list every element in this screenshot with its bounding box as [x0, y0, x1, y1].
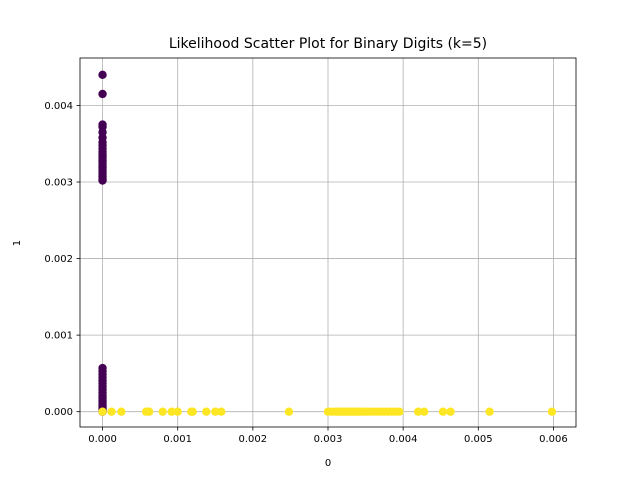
- y-tick-label: 0.003: [44, 178, 73, 189]
- data-point: [188, 407, 197, 416]
- x-tick-label: 0.006: [539, 434, 568, 445]
- x-tick-label: 0.004: [389, 434, 418, 445]
- data-point: [211, 407, 220, 416]
- x-axis-ticks: 0.000 0.001 0.002 0.003 0.004 0.005 0.006: [88, 427, 568, 445]
- data-point: [284, 407, 294, 416]
- y-tick-label: 0.002: [44, 254, 73, 265]
- data-point: [98, 89, 107, 99]
- data-point: [144, 407, 154, 416]
- data-point: [107, 407, 116, 416]
- data-point: [413, 407, 423, 416]
- x-tick-label: 0.003: [314, 434, 343, 445]
- x-tick-label: 0.001: [163, 434, 192, 445]
- y-axis-label: 1: [12, 240, 23, 246]
- data-point: [167, 407, 176, 416]
- y-tick-label: 0.001: [44, 331, 73, 342]
- data-point: [98, 70, 107, 80]
- y-tick-label: 0.004: [44, 101, 73, 112]
- data-point: [217, 407, 226, 416]
- series-0: [98, 70, 107, 416]
- data-point: [98, 176, 107, 185]
- series-1: [98, 407, 557, 416]
- x-axis-label: 0: [325, 458, 331, 469]
- data-point: [173, 407, 182, 416]
- chart-title: Likelihood Scatter Plot for Binary Digit…: [169, 36, 487, 52]
- data-point: [117, 407, 126, 416]
- data-point: [395, 407, 404, 416]
- x-tick-label: 0.002: [239, 434, 268, 445]
- data-point: [485, 407, 494, 416]
- data-point: [419, 407, 429, 416]
- data-point: [438, 407, 448, 416]
- data-point: [202, 407, 211, 416]
- data-points: [98, 70, 557, 416]
- y-axis-ticks: 0.000 0.001 0.002 0.003 0.004: [44, 101, 80, 418]
- data-point: [158, 407, 167, 416]
- data-point: [547, 407, 557, 416]
- y-tick-label: 0.000: [44, 407, 73, 418]
- data-point: [446, 407, 455, 416]
- x-tick-label: 0.000: [88, 434, 117, 445]
- data-point: [98, 407, 107, 416]
- x-tick-label: 0.005: [464, 434, 493, 445]
